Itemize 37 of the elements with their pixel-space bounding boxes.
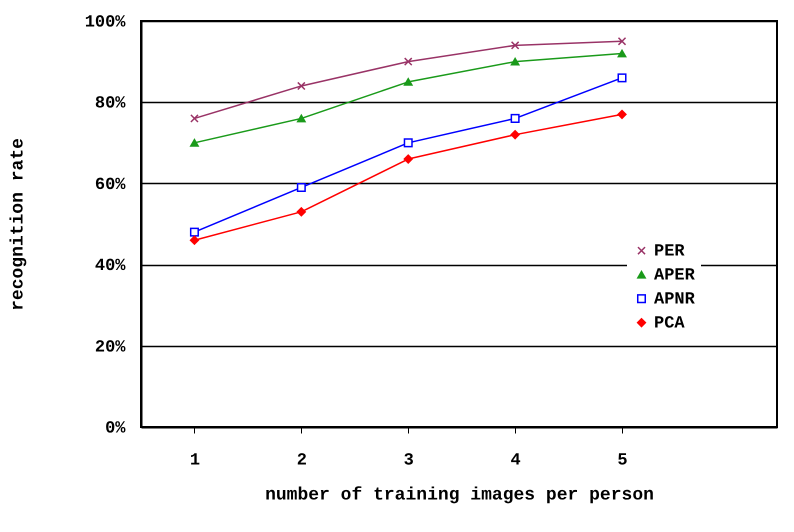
point xyxy=(404,138,413,148)
y-tick-label: 60% xyxy=(94,176,126,195)
point xyxy=(617,73,627,82)
point xyxy=(190,236,200,245)
legend-label: APER xyxy=(654,266,696,286)
point xyxy=(618,37,626,46)
point xyxy=(510,130,520,140)
x-axis-title: number of training images per person xyxy=(265,486,654,506)
y-tick-label: 0% xyxy=(105,420,126,438)
point xyxy=(297,82,306,90)
point xyxy=(296,114,306,122)
point xyxy=(190,228,199,237)
y-tick-label: 40% xyxy=(94,257,126,276)
point xyxy=(190,138,199,147)
x-tick-label: 4 xyxy=(510,452,521,470)
x-tick-label: 3 xyxy=(404,452,414,470)
point xyxy=(190,114,199,123)
point xyxy=(617,110,627,120)
x-tick-label: 2 xyxy=(296,452,307,470)
y-axis-title: recognition rate xyxy=(8,138,29,311)
point xyxy=(404,57,413,66)
point xyxy=(296,182,306,192)
point xyxy=(510,114,520,123)
y-tick-label: 80% xyxy=(94,94,126,114)
y-tick-label: 20% xyxy=(94,338,126,358)
legend-label: PER xyxy=(654,242,686,262)
point xyxy=(404,78,413,86)
x-tick-label: 5 xyxy=(617,452,628,470)
point xyxy=(618,50,626,58)
point xyxy=(510,41,520,50)
y-tick-label: 100% xyxy=(84,14,126,32)
legend-label: PCA xyxy=(654,314,686,334)
legend-label: APNR xyxy=(654,290,696,310)
point xyxy=(296,207,306,216)
point xyxy=(404,154,413,164)
point xyxy=(510,58,520,66)
x-tick-label: 1 xyxy=(190,452,200,470)
